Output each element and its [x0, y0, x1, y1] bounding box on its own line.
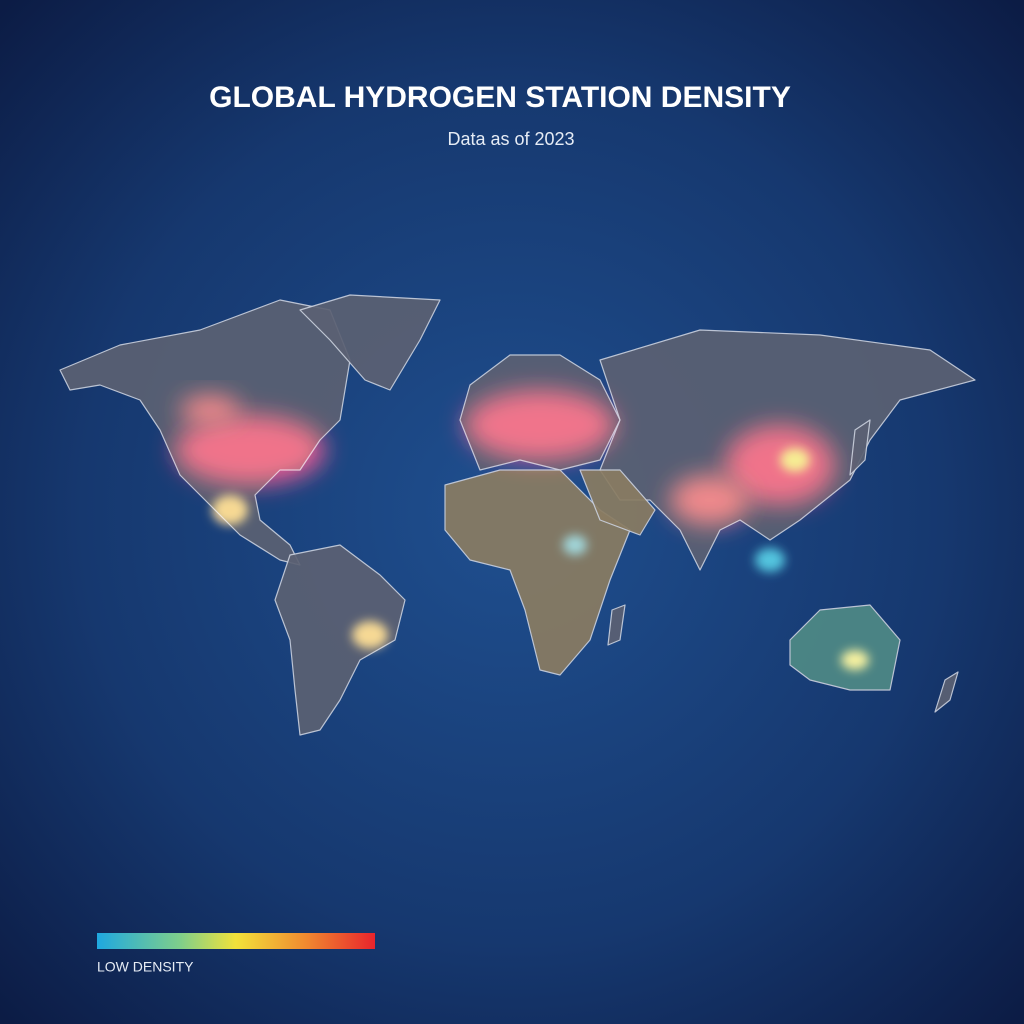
legend-bar	[97, 933, 375, 949]
south-america	[274, 544, 406, 736]
heat-spot	[212, 495, 248, 525]
heat-spot	[725, 425, 835, 505]
madagascar	[607, 604, 626, 646]
australia	[789, 604, 901, 691]
heat-spot	[175, 415, 325, 485]
heat-spot	[563, 535, 587, 555]
arabia	[579, 469, 656, 536]
heat-spot	[841, 650, 869, 670]
africa	[444, 469, 631, 676]
map-title: GLOBAL HYDROGEN STATION DENSITY	[209, 81, 791, 114]
japan	[849, 419, 871, 476]
heat-spot	[755, 548, 785, 572]
legend-label: LOW DENSITY	[97, 959, 194, 975]
heat-spot	[352, 621, 388, 649]
new-zealand	[934, 671, 959, 713]
heat-spot	[670, 475, 750, 525]
map-subtitle: Data as of 2023	[447, 129, 574, 149]
density-heat	[175, 390, 869, 670]
heat-spot	[465, 390, 615, 460]
heat-spot	[180, 395, 240, 425]
heat-spot	[780, 448, 810, 472]
greenland	[299, 294, 441, 391]
